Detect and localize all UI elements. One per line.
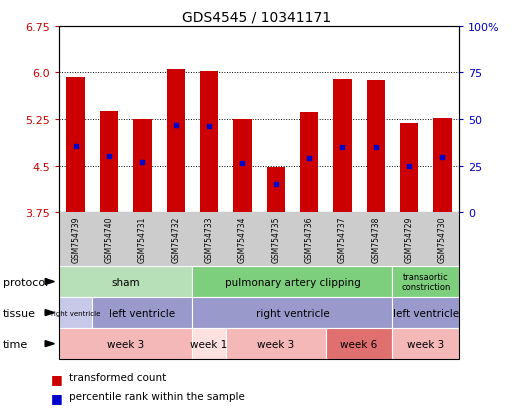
Bar bbox=[100, 112, 118, 213]
Text: left ventricle: left ventricle bbox=[109, 308, 175, 318]
Text: week 6: week 6 bbox=[341, 339, 378, 349]
Text: percentile rank within the sample: percentile rank within the sample bbox=[69, 392, 245, 401]
Text: GSM754731: GSM754731 bbox=[138, 216, 147, 262]
Text: GSM754736: GSM754736 bbox=[305, 216, 313, 262]
Bar bbox=[367, 81, 385, 213]
Text: GSM754740: GSM754740 bbox=[105, 216, 113, 262]
Text: GSM754735: GSM754735 bbox=[271, 216, 280, 262]
Text: GSM754734: GSM754734 bbox=[238, 216, 247, 262]
Text: right ventricle: right ventricle bbox=[255, 308, 329, 318]
Text: GSM754733: GSM754733 bbox=[205, 216, 213, 262]
Text: left ventricle: left ventricle bbox=[393, 308, 459, 318]
Text: GSM754739: GSM754739 bbox=[71, 216, 80, 262]
Text: GSM754729: GSM754729 bbox=[405, 216, 413, 262]
Text: week 3: week 3 bbox=[257, 339, 294, 349]
Text: GSM754730: GSM754730 bbox=[438, 216, 447, 262]
Text: time: time bbox=[3, 339, 28, 349]
Bar bbox=[267, 168, 285, 213]
Text: GSM754738: GSM754738 bbox=[371, 216, 380, 262]
Bar bbox=[200, 72, 218, 213]
Text: transformed count: transformed count bbox=[69, 372, 167, 382]
Bar bbox=[433, 119, 451, 213]
Bar bbox=[300, 112, 318, 213]
Text: tissue: tissue bbox=[3, 308, 35, 318]
Text: week 3: week 3 bbox=[107, 339, 144, 349]
Bar bbox=[333, 79, 351, 213]
Text: week 1: week 1 bbox=[190, 339, 228, 349]
Text: GDS4545 / 10341171: GDS4545 / 10341171 bbox=[182, 10, 331, 24]
Text: ■: ■ bbox=[51, 372, 63, 385]
Bar bbox=[400, 124, 418, 213]
Text: right ventricle: right ventricle bbox=[51, 310, 101, 316]
Text: transaortic
constriction: transaortic constriction bbox=[401, 272, 450, 292]
Text: week 3: week 3 bbox=[407, 339, 444, 349]
Text: protocol: protocol bbox=[3, 277, 48, 287]
Text: GSM754732: GSM754732 bbox=[171, 216, 180, 262]
Bar bbox=[133, 120, 151, 213]
Bar bbox=[67, 78, 85, 213]
Text: ■: ■ bbox=[51, 392, 63, 404]
Bar bbox=[167, 70, 185, 213]
Bar bbox=[233, 120, 251, 213]
Text: sham: sham bbox=[111, 277, 140, 287]
Text: GSM754737: GSM754737 bbox=[338, 216, 347, 262]
Text: pulmonary artery clipping: pulmonary artery clipping bbox=[225, 277, 360, 287]
